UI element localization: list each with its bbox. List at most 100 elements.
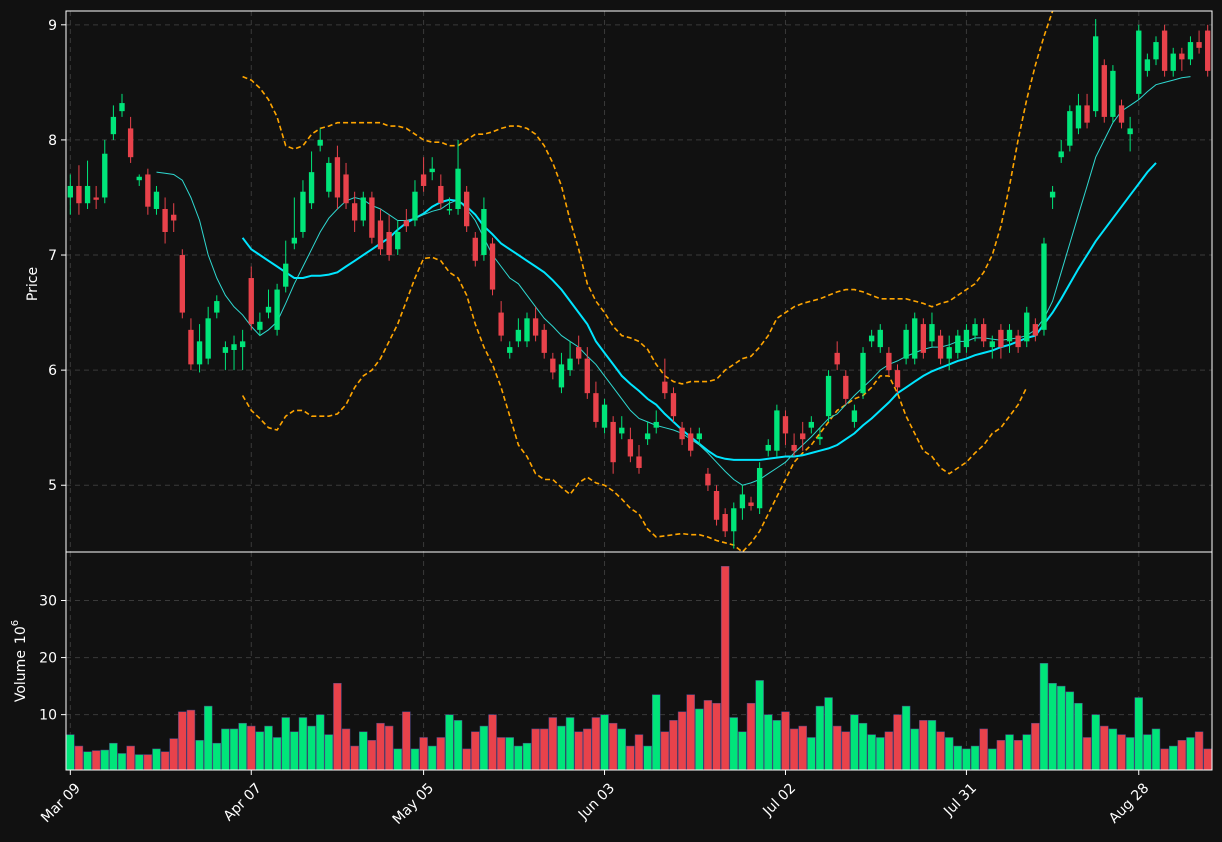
volume-bar [996,740,1006,771]
candle-body [886,352,892,371]
candle [463,185,470,233]
candle-body [153,191,160,209]
candle-body [1101,65,1107,117]
candle-body [782,416,789,434]
volume-bar [944,737,954,771]
volume-bar [169,738,178,771]
candle-body [662,381,668,394]
candle-body [756,467,763,509]
candle-body [102,153,108,198]
candle-body [110,116,117,135]
candle-body [860,352,866,394]
volume-bar [901,705,911,771]
candle-body [955,335,961,353]
volume-bar [1108,728,1118,771]
candle [429,157,435,181]
candle [1101,59,1107,123]
candle [1058,139,1064,163]
candle-body [584,358,590,394]
volume-bar [152,748,161,771]
candle [1015,329,1021,353]
candle [929,312,935,348]
candle [351,191,358,233]
candle-body [369,197,375,238]
volume-bar [979,728,988,771]
candle-body [1153,42,1159,60]
price-panel: 5 6 7 8 9 Price [25,10,1213,553]
volume-axis-title-exponent: 6 [10,620,21,626]
volume-bar [712,702,721,771]
volume-bar [350,745,359,771]
candle [93,185,99,209]
candle [558,352,565,394]
candle [584,347,590,399]
volume-bar [333,683,342,771]
candle [1049,185,1056,209]
candle-body [593,393,599,422]
candle-body [162,208,168,233]
candle [619,416,625,440]
candle [498,301,504,342]
candle-body [550,358,556,373]
candle [955,329,961,359]
volume-bar [643,745,652,771]
candle [903,324,909,365]
candle-body [946,347,952,359]
candle-body [291,237,298,244]
volume-bar [247,725,256,771]
volume-bar [1048,683,1057,771]
volume-axis-title-base: 10 [13,626,29,644]
candle [739,485,746,520]
candle-body [627,439,634,457]
candle-body [1032,324,1039,336]
volume-bar [1160,748,1169,771]
volume-bar [453,720,463,771]
volume-bar [272,737,282,771]
volume-bar [203,705,213,771]
candle [774,404,780,457]
candle [386,214,392,261]
volume-bar [617,728,626,771]
volume-bar [841,731,851,771]
volume-bar [195,740,204,771]
candle-body [765,444,771,451]
candle [593,381,599,428]
candle-body [214,301,220,313]
candle [1205,24,1211,77]
volume-bar [83,751,92,771]
candle [455,139,461,215]
volume-bar [1169,745,1178,771]
volume-bar [669,720,678,771]
volume-bar [66,734,75,771]
volume-bar [315,714,325,771]
candle-body [843,375,849,399]
volume-bar [677,711,687,771]
candle-body [1041,243,1047,330]
candle [920,318,927,359]
volume-bar [1031,722,1040,771]
candle [748,496,754,511]
candle [248,266,254,330]
candle [679,421,685,445]
candle [438,174,444,209]
candle [196,324,203,373]
candle [153,185,160,215]
candle-body [386,232,392,256]
candle [1067,105,1073,152]
candle-body [774,410,780,451]
volume-bar [1074,702,1083,771]
volume-bar [436,737,446,771]
volume-bar [695,708,704,771]
candle-body [1161,30,1168,71]
candle [102,139,108,204]
candle [300,180,306,238]
candle [851,404,858,428]
volume-bar [178,711,187,771]
candle [1032,318,1039,342]
volume-bar [1194,731,1204,771]
volume-bar [462,748,471,771]
candle [541,324,547,359]
volume-bar [720,566,730,771]
volume-bar [1013,740,1023,771]
